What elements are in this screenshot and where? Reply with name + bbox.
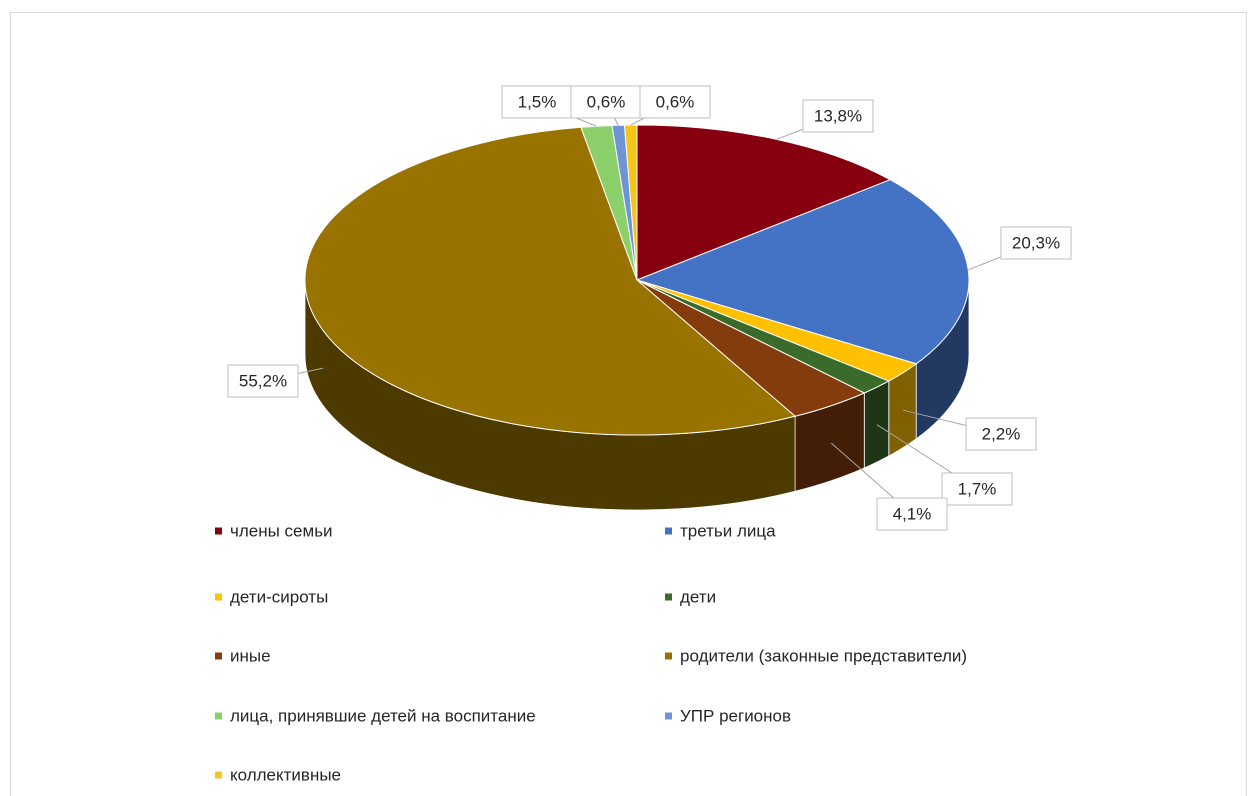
data-label-box	[570, 85, 642, 119]
data-label: 0,6%	[587, 92, 626, 111]
data-label: 1,5%	[518, 92, 557, 111]
legend-label: УПР регионов	[680, 706, 791, 725]
data-label: 1,7%	[958, 479, 997, 498]
legend-label: иные	[230, 646, 271, 665]
legend-marker	[665, 652, 672, 660]
data-label-box	[639, 85, 711, 119]
data-label: 0,6%	[656, 92, 695, 111]
data-label-box	[876, 497, 948, 531]
data-label: 55,2%	[239, 371, 287, 390]
legend-label: лица, принявшие детей на воспитание	[230, 706, 536, 725]
data-label-box	[941, 472, 1013, 506]
data-label-box	[802, 99, 874, 133]
legend-label: коллективные	[230, 765, 341, 784]
legend-label: члены семьи	[230, 521, 333, 540]
legend-marker	[215, 771, 222, 779]
legend-label: третьи лица	[680, 521, 776, 540]
legend-marker	[665, 593, 672, 601]
data-label: 4,1%	[893, 504, 932, 523]
slice-side	[863, 380, 890, 469]
data-label: 13,8%	[814, 106, 862, 125]
slice	[636, 124, 892, 281]
data-label-box	[227, 364, 299, 398]
legend-label: дети-сироты	[230, 587, 328, 606]
data-label: 2,2%	[982, 424, 1021, 443]
data-label-box	[965, 417, 1037, 451]
data-label: 20,3%	[1012, 233, 1060, 252]
legend-marker	[665, 712, 672, 720]
legend-marker	[215, 652, 222, 660]
legend-label: дети	[680, 587, 716, 606]
legend-label: родители (законные представители)	[680, 646, 967, 665]
data-label-box	[501, 85, 573, 119]
chart-frame	[10, 12, 1247, 796]
legend-marker	[215, 527, 222, 535]
legend-marker	[215, 593, 222, 601]
slice	[304, 126, 797, 436]
data-label-box	[1000, 226, 1072, 260]
slice	[635, 179, 970, 365]
legend-marker	[215, 712, 222, 720]
legend-marker	[665, 527, 672, 535]
